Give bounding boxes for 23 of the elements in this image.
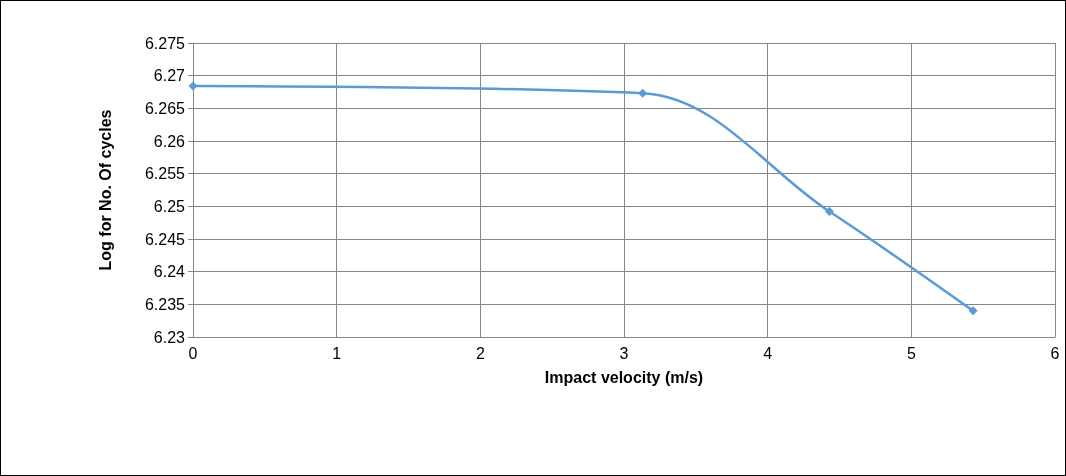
point xyxy=(188,81,198,91)
y-tick-label: 6.275 xyxy=(144,34,186,52)
x-tick-label: 1 xyxy=(332,344,342,362)
y-tick-label: 6.24 xyxy=(153,263,186,281)
x-tick-label: 3 xyxy=(619,344,629,362)
x-tick-label: 5 xyxy=(906,344,916,362)
x-tick-label: 4 xyxy=(763,344,773,362)
y-tick-label: 6.245 xyxy=(144,230,186,248)
y-tick-label: 6.25 xyxy=(153,197,186,215)
y-tick-label: 6.255 xyxy=(144,165,186,183)
y-tick-label: 6.26 xyxy=(153,132,186,150)
point xyxy=(638,88,648,98)
point xyxy=(968,306,978,316)
x-axis-title: Impact velocity (m/s) xyxy=(544,368,704,386)
y-tick-label: 6.265 xyxy=(144,99,186,117)
point xyxy=(824,207,834,217)
y-axis-title: Log for No. Of cycles xyxy=(96,109,114,271)
x-tick-label: 6 xyxy=(1050,344,1060,362)
x-tick-label: 0 xyxy=(188,344,198,362)
y-tick-label: 6.235 xyxy=(144,295,186,313)
y-tick-label: 6.27 xyxy=(153,67,186,85)
y-tick-label: 6.23 xyxy=(153,328,186,346)
x-tick-label: 2 xyxy=(475,344,485,362)
